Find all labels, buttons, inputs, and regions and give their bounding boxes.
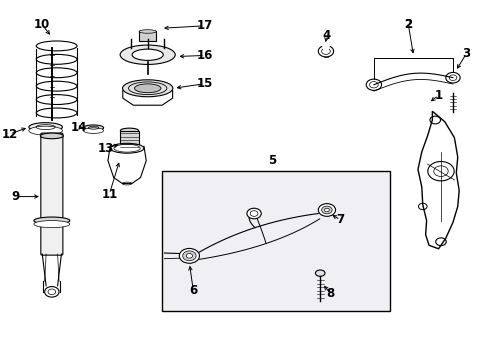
Ellipse shape	[418, 203, 426, 210]
Ellipse shape	[41, 133, 63, 139]
Text: 12: 12	[1, 128, 18, 141]
Ellipse shape	[366, 79, 381, 90]
Ellipse shape	[183, 251, 196, 261]
FancyBboxPatch shape	[139, 31, 156, 41]
Ellipse shape	[132, 49, 163, 60]
Ellipse shape	[315, 270, 325, 276]
Ellipse shape	[120, 144, 138, 149]
Bar	[162, 171, 389, 311]
Ellipse shape	[29, 123, 62, 131]
Text: 2: 2	[404, 18, 411, 31]
Text: 16: 16	[196, 49, 212, 62]
Ellipse shape	[34, 217, 70, 224]
Ellipse shape	[246, 208, 261, 219]
Ellipse shape	[83, 125, 103, 131]
Ellipse shape	[134, 84, 161, 93]
Text: 3: 3	[461, 47, 469, 60]
Text: 13: 13	[97, 142, 113, 155]
Ellipse shape	[321, 206, 331, 214]
Ellipse shape	[120, 128, 138, 133]
Ellipse shape	[318, 204, 335, 216]
Ellipse shape	[83, 128, 103, 134]
Text: 6: 6	[189, 284, 197, 297]
Ellipse shape	[139, 30, 156, 33]
Ellipse shape	[120, 45, 175, 64]
Text: 4: 4	[322, 29, 330, 42]
Ellipse shape	[179, 248, 199, 263]
Text: 15: 15	[196, 77, 212, 90]
FancyBboxPatch shape	[41, 133, 63, 255]
Ellipse shape	[44, 287, 59, 297]
Ellipse shape	[445, 72, 459, 83]
Ellipse shape	[435, 238, 446, 246]
Text: 7: 7	[336, 213, 344, 226]
Text: 2: 2	[404, 18, 411, 31]
Text: 8: 8	[326, 287, 334, 301]
Ellipse shape	[429, 116, 440, 124]
Bar	[120, 131, 138, 147]
Text: 9: 9	[11, 190, 20, 203]
Ellipse shape	[34, 221, 70, 228]
Text: 14: 14	[71, 121, 87, 134]
Text: 10: 10	[34, 18, 50, 31]
Ellipse shape	[110, 143, 143, 153]
Ellipse shape	[122, 80, 172, 97]
Text: 5: 5	[267, 154, 275, 167]
Text: 1: 1	[434, 89, 442, 102]
Ellipse shape	[29, 126, 62, 135]
Text: 11: 11	[101, 188, 117, 201]
Ellipse shape	[186, 253, 192, 258]
Text: 17: 17	[196, 19, 212, 32]
Ellipse shape	[324, 208, 328, 212]
